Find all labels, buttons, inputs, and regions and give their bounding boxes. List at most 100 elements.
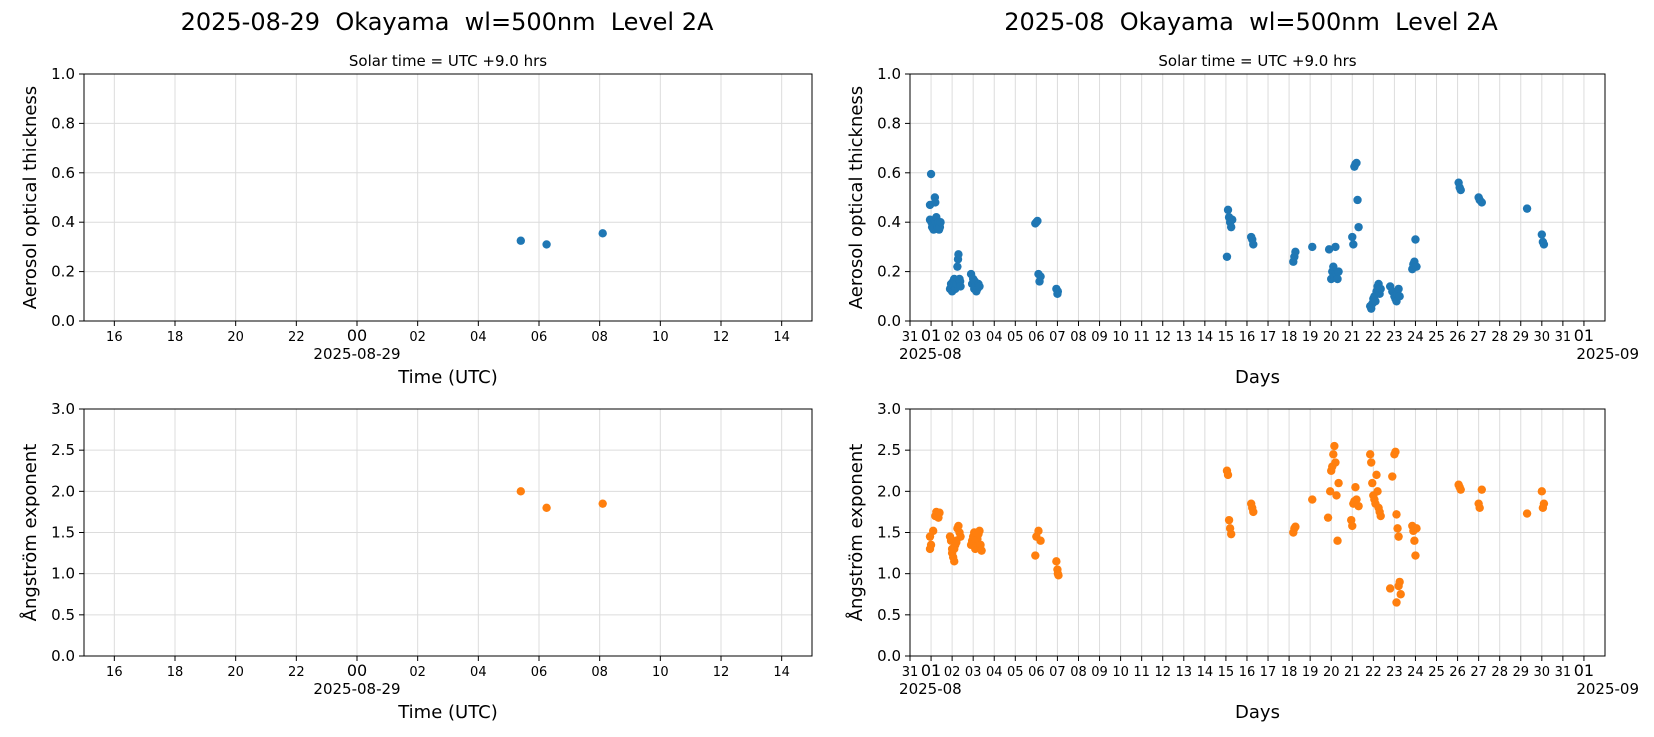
x-axis-label: Time (UTC) xyxy=(397,702,498,723)
data-point xyxy=(1226,529,1236,539)
data-point xyxy=(1330,441,1339,451)
y-tick-label: 1.0 xyxy=(51,65,75,83)
data-point xyxy=(1349,240,1358,249)
data-point xyxy=(1391,447,1400,457)
data-point xyxy=(1410,536,1419,545)
data-point xyxy=(1329,262,1338,271)
data-point xyxy=(1537,230,1547,239)
data-point xyxy=(1411,235,1420,244)
y-tick-label: 0.0 xyxy=(51,312,75,330)
x-tick-label: 02 xyxy=(944,665,961,680)
x-tick-label: 25 xyxy=(1428,665,1445,680)
x-tick-label: 00 xyxy=(347,326,367,345)
x-tick-label: 01 xyxy=(1574,326,1594,345)
y-tick-label: 0.5 xyxy=(51,606,75,624)
data-point xyxy=(950,544,959,554)
data-point xyxy=(931,198,940,207)
y-tick-label: 2.5 xyxy=(877,441,901,459)
y-tick-label: 1.0 xyxy=(51,565,75,583)
data-point xyxy=(1334,478,1343,488)
data-point xyxy=(1477,198,1486,207)
y-tick-label: 0.5 xyxy=(877,606,901,624)
y-tick-label: 0.6 xyxy=(877,164,901,182)
data-point xyxy=(1365,450,1375,459)
x-tick-label: 20 xyxy=(227,665,244,680)
y-tick-label: 0.2 xyxy=(877,263,901,281)
data-point xyxy=(1352,495,1361,504)
x-tick-label: 06 xyxy=(1028,665,1045,680)
x-tick-label: 21 xyxy=(1344,665,1361,680)
right-figure-title: 2025-08 Okayama wl=500nm Level 2A xyxy=(1004,8,1498,36)
data-point xyxy=(1249,507,1258,517)
x-tick-label: 10 xyxy=(1112,665,1129,680)
data-point xyxy=(1291,247,1300,257)
data-point xyxy=(954,250,963,259)
data-point xyxy=(1291,522,1300,531)
x-tick-label: 11 xyxy=(1133,665,1150,680)
data-point xyxy=(1348,232,1357,242)
x-date-label-left: 2025-08 xyxy=(899,680,962,698)
x-tick-label: 06 xyxy=(531,330,548,345)
x-tick-label: 21 xyxy=(1344,330,1361,345)
y-tick-label: 0.4 xyxy=(877,213,901,231)
x-tick-label: 07 xyxy=(1049,665,1066,680)
data-point xyxy=(1334,267,1343,276)
data-point xyxy=(1371,297,1380,306)
x-tick-label: 05 xyxy=(1007,665,1024,680)
x-tick-label: 23 xyxy=(1386,330,1403,345)
x-tick-label: 20 xyxy=(1323,665,1340,680)
x-tick-label: 18 xyxy=(1281,665,1298,680)
x-tick-label: 24 xyxy=(1407,665,1424,680)
data-point xyxy=(1332,491,1341,500)
y-tick-label: 3.0 xyxy=(51,400,75,418)
x-date-label: 2025-08-29 xyxy=(313,680,400,698)
x-tick-label: 02 xyxy=(409,665,426,680)
x-tick-label: 31 xyxy=(1555,330,1572,345)
x-tick-label: 05 xyxy=(1007,330,1024,345)
data-point xyxy=(1348,521,1357,531)
x-tick-label: 09 xyxy=(1091,665,1108,680)
x-tick-label: 15 xyxy=(1218,665,1235,680)
data-point xyxy=(598,229,607,238)
x-tick-label: 00 xyxy=(347,661,367,680)
data-point xyxy=(1351,483,1360,492)
x-tick-label: 06 xyxy=(531,665,548,680)
data-point xyxy=(1367,458,1376,467)
data-point xyxy=(1475,503,1484,512)
data-point xyxy=(1223,205,1233,215)
x-tick-label: 23 xyxy=(1386,665,1403,680)
x-tick-label: 08 xyxy=(591,665,608,680)
data-point xyxy=(1224,515,1234,525)
data-point xyxy=(1033,216,1042,226)
data-point xyxy=(956,532,965,541)
data-point xyxy=(1393,524,1402,533)
y-tick-label: 2.5 xyxy=(51,441,75,459)
x-tick-label: 12 xyxy=(713,665,730,680)
data-point xyxy=(935,508,944,517)
data-point xyxy=(1034,526,1043,536)
x-tick-label: 30 xyxy=(1534,330,1551,345)
data-point xyxy=(1354,222,1363,232)
data-point xyxy=(1539,499,1549,508)
data-point xyxy=(1333,536,1342,545)
y-tick-label: 1.5 xyxy=(877,524,901,542)
data-point xyxy=(1329,450,1338,459)
y-tick-label: 0.6 xyxy=(51,164,75,182)
x-tick-label: 28 xyxy=(1491,665,1508,680)
x-axis-label: Days xyxy=(1235,702,1280,723)
data-point xyxy=(1394,532,1403,541)
data-point xyxy=(1394,581,1403,591)
x-tick-label: 16 xyxy=(1239,330,1256,345)
x-tick-label: 01 xyxy=(921,661,941,680)
data-point xyxy=(1522,509,1532,518)
data-point xyxy=(1456,485,1465,494)
data-point xyxy=(1031,551,1040,560)
data-point xyxy=(1354,501,1363,511)
x-axis-label: Time (UTC) xyxy=(397,367,498,388)
data-point xyxy=(926,540,936,550)
x-tick-label: 26 xyxy=(1449,330,1466,345)
y-tick-label: 2.0 xyxy=(877,482,901,500)
x-date-label-right: 2025-09 xyxy=(1576,345,1639,363)
data-point xyxy=(1376,284,1385,294)
